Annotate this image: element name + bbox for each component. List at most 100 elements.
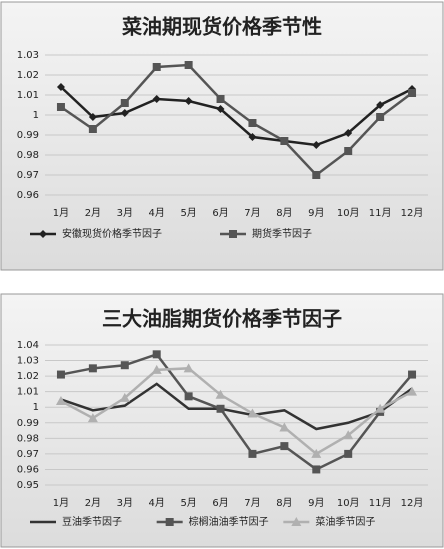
- x-tick-label: 8月: [276, 497, 292, 509]
- y-tick-label: 1.03: [17, 50, 39, 61]
- y-tick-label: 1: [33, 110, 39, 121]
- x-tick-label: 12月: [401, 497, 424, 509]
- marker: [344, 449, 353, 458]
- y-tick-label: 1: [33, 402, 39, 413]
- marker: [344, 129, 353, 137]
- x-tick-label: 1月: [53, 497, 69, 509]
- series-line: [60, 382, 413, 431]
- series-line: [60, 352, 413, 471]
- marker: [375, 403, 386, 413]
- marker: [376, 101, 385, 109]
- x-tick-label: 3月: [117, 497, 133, 509]
- x-tick-label: 11月: [369, 207, 392, 219]
- chart-title: 三大油脂期货价格季节因子: [102, 307, 342, 331]
- legend-label: 豆油季节因子: [62, 515, 122, 528]
- x-tick-label: 7月: [244, 497, 260, 509]
- marker: [120, 361, 129, 370]
- series-line: [60, 86, 413, 147]
- x-tick-label: 2月: [85, 497, 101, 509]
- marker: [120, 109, 129, 117]
- marker: [184, 97, 193, 105]
- marker: [56, 103, 65, 111]
- y-tick-label: 0.99: [17, 130, 39, 141]
- marker: [165, 518, 174, 526]
- marker: [152, 350, 161, 359]
- marker: [56, 370, 65, 379]
- x-tick-label: 2月: [85, 207, 101, 219]
- y-tick-label: 1.03: [17, 356, 39, 367]
- chart-frame: [0, 293, 444, 548]
- marker: [280, 442, 289, 451]
- legend-label: 菜油季节因子: [315, 515, 375, 528]
- marker: [312, 141, 321, 149]
- marker: [344, 147, 353, 155]
- x-tick-label: 10月: [337, 497, 360, 509]
- marker: [215, 389, 226, 399]
- marker: [184, 392, 193, 401]
- marker: [279, 422, 290, 432]
- y-tick-label: 1.01: [17, 90, 39, 101]
- legend-label: 期货季节因子: [252, 227, 312, 240]
- marker: [120, 99, 129, 107]
- marker: [39, 230, 47, 238]
- marker: [343, 430, 354, 440]
- marker: [216, 404, 225, 413]
- x-tick-label: 12月: [401, 207, 424, 219]
- x-tick-label: 10月: [337, 207, 360, 219]
- y-tick-label: 0.96: [17, 464, 39, 475]
- y-tick-label: 0.95: [17, 480, 39, 491]
- x-tick-label: 6月: [212, 207, 228, 219]
- y-tick-label: 1.01: [17, 387, 39, 398]
- marker: [291, 517, 302, 526]
- x-tick-label: 4月: [149, 207, 165, 219]
- marker: [88, 113, 97, 121]
- y-tick-label: 0.98: [17, 150, 39, 161]
- legend-label: 棕榈油油季节因子: [189, 515, 269, 528]
- marker: [88, 125, 97, 133]
- x-tick-label: 4月: [149, 497, 165, 509]
- marker: [311, 448, 322, 458]
- marker: [55, 396, 66, 405]
- x-tick-label: 7月: [244, 207, 260, 219]
- marker: [312, 171, 321, 179]
- marker: [407, 386, 418, 396]
- x-tick-label: 11月: [369, 497, 392, 509]
- chart-frame: [0, 1, 444, 271]
- marker: [229, 230, 237, 238]
- marker: [248, 449, 257, 458]
- marker: [247, 408, 258, 418]
- marker: [56, 83, 65, 91]
- marker: [280, 137, 289, 145]
- y-tick-label: 0.99: [17, 418, 39, 429]
- y-tick-label: 1.02: [17, 371, 39, 382]
- marker: [408, 89, 417, 97]
- series-line: [60, 367, 413, 456]
- marker: [312, 465, 321, 474]
- y-tick-label: 0.97: [17, 449, 39, 460]
- y-tick-label: 1.04: [17, 340, 39, 351]
- marker: [88, 364, 97, 373]
- legend-label: 安徽现货价格季节因子: [62, 227, 162, 240]
- marker: [183, 363, 194, 373]
- marker: [152, 95, 161, 103]
- x-tick-label: 8月: [276, 207, 292, 219]
- marker: [408, 370, 417, 379]
- x-tick-label: 3月: [117, 207, 133, 219]
- x-tick-label: 5月: [180, 207, 196, 219]
- x-tick-label: 6月: [212, 497, 228, 509]
- marker: [216, 105, 225, 113]
- marker: [248, 133, 257, 141]
- series-line: [60, 63, 413, 177]
- x-tick-label: 9月: [308, 497, 324, 509]
- x-tick-label: 5月: [180, 497, 196, 509]
- y-tick-label: 0.98: [17, 433, 39, 444]
- marker: [216, 95, 225, 103]
- marker: [376, 113, 385, 121]
- y-tick-label: 1.02: [17, 70, 39, 81]
- x-tick-label: 1月: [53, 207, 69, 219]
- y-tick-label: 0.96: [17, 190, 39, 201]
- chart-title: 菜油期现货价格季节性: [121, 15, 322, 39]
- marker: [87, 413, 98, 423]
- marker: [119, 392, 130, 402]
